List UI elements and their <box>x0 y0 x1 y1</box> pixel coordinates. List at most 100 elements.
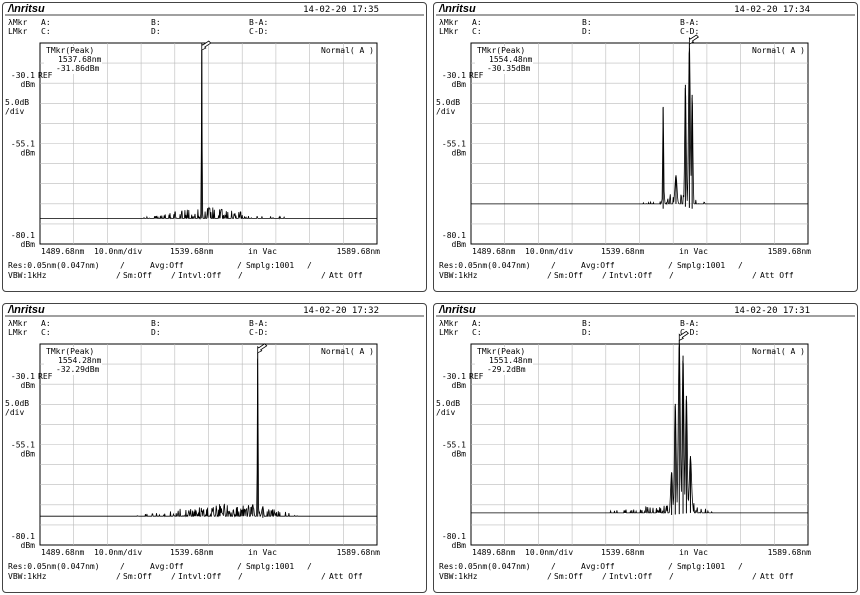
osa-screen-4: /\nritsu 14-02-20 17:31 λMkr A: B: B-A: LMkr C:… <box>433 303 858 593</box>
x-stop: 1589.68nm <box>768 548 812 557</box>
brand-logo: /\nritsu <box>438 304 476 316</box>
separator-slash: / <box>669 271 674 280</box>
x-stop: 1589.68nm <box>337 247 381 256</box>
separator-slash: / <box>752 572 757 581</box>
brand-logo: /\nritsu <box>7 304 45 316</box>
marker-mode: TMkr(Peak) <box>46 46 94 55</box>
y-scale: 5.0dB <box>5 98 29 107</box>
lambda-marker-label: λMkr <box>8 18 27 27</box>
level-marker-label: LMkr <box>439 27 458 36</box>
y-bottom-level: -80.1 <box>11 532 35 541</box>
y-ref-level: -30.1 <box>442 71 466 80</box>
y-ref-level: -30.1 <box>442 372 466 381</box>
ref-tag: REF <box>38 372 53 381</box>
smoothing-setting: Sm:Off <box>123 271 152 280</box>
marker-readout-bg <box>475 347 533 375</box>
x-start: 1489.68nm <box>472 548 516 557</box>
y-scale: 5.0dB <box>436 98 460 107</box>
marker-readout-bg <box>475 46 533 74</box>
x-medium: in Vac <box>248 247 277 256</box>
sampling-setting: Smplg:1001 <box>677 261 725 270</box>
marker-level: -32.29dBm <box>56 365 100 374</box>
lambda-marker-label: λMkr <box>439 319 458 328</box>
x-start: 1489.68nm <box>41 247 85 256</box>
vbw-setting: VBW:1kHz <box>439 572 478 581</box>
marker-ba-label: B-A: <box>680 319 699 328</box>
y-scale-unit: /div <box>5 107 24 116</box>
marker-mode: TMkr(Peak) <box>477 347 525 356</box>
vbw-setting: VBW:1kHz <box>8 572 47 581</box>
marker-ba-label: B-A: <box>249 18 268 27</box>
separator-slash: / <box>171 572 176 581</box>
x-div: 10.0nm/div <box>94 548 142 557</box>
vbw-setting: VBW:1kHz <box>8 271 47 280</box>
ref-tag: REF <box>469 372 484 381</box>
vbw-setting: VBW:1kHz <box>439 271 478 280</box>
separator-slash: / <box>738 261 743 270</box>
resolution-setting: Res:0.05nm(0.047nm) <box>8 261 100 270</box>
screen-svg: /\nritsu 14-02-20 17:35 λMkr A: B: B-A: LMkr C:… <box>5 3 424 280</box>
y-mid-level: -55.1 <box>442 441 466 450</box>
marker-d-label: D: <box>151 27 161 36</box>
marker-d-label: D: <box>582 27 592 36</box>
marker-c-label: C: <box>472 328 482 337</box>
osa-screen-3: /\nritsu 14-02-20 17:32 λMkr A: B: B-A: LMkr C:… <box>2 303 427 593</box>
attenuator-setting: Att Off <box>329 572 363 581</box>
y-ref-level: -30.1 <box>11 372 35 381</box>
separator-slash: / <box>602 271 607 280</box>
screen-svg: /\nritsu 14-02-20 17:32 λMkr A: B: B-A: LMkr C:… <box>5 304 424 581</box>
y-bottom-unit: dBm <box>21 541 36 550</box>
x-stop: 1589.68nm <box>768 247 812 256</box>
separator-slash: / <box>668 261 673 270</box>
y-mid-unit: dBm <box>452 149 467 158</box>
y-mid-unit: dBm <box>21 450 36 459</box>
smoothing-setting: Sm:Off <box>123 572 152 581</box>
interval-setting: Intvl:Off <box>609 572 653 581</box>
sampling-setting: Smplg:1001 <box>246 261 294 270</box>
level-marker-label: LMkr <box>8 27 27 36</box>
x-div: 10.0nm/div <box>94 247 142 256</box>
separator-slash: / <box>547 271 552 280</box>
display-mode: Normal( A ) <box>752 347 805 356</box>
y-bottom-level: -80.1 <box>442 532 466 541</box>
x-medium: in Vac <box>248 548 277 557</box>
x-start: 1489.68nm <box>41 548 85 557</box>
marker-mode: TMkr(Peak) <box>46 347 94 356</box>
timestamp: 14-02-20 17:31 <box>734 306 810 316</box>
marker-cd-label: C-D: <box>249 27 268 36</box>
x-stop: 1589.68nm <box>337 548 381 557</box>
y-scale-unit: /div <box>436 408 455 417</box>
separator-slash: / <box>237 562 242 571</box>
x-center: 1539.68nm <box>170 548 214 557</box>
level-marker-label: LMkr <box>439 328 458 337</box>
y-bottom-level: -80.1 <box>442 231 466 240</box>
interval-setting: Intvl:Off <box>178 271 222 280</box>
peak-marker-arrow <box>678 330 689 342</box>
peak-marker-arrow <box>688 34 700 45</box>
smoothing-setting: Sm:Off <box>554 572 583 581</box>
x-medium: in Vac <box>679 247 708 256</box>
ref-tag: REF <box>469 71 484 80</box>
marker-cd-label: C-D: <box>249 328 268 337</box>
timestamp: 14-02-20 17:35 <box>303 5 379 15</box>
separator-slash: / <box>116 271 121 280</box>
y-bottom-unit: dBm <box>21 240 36 249</box>
marker-wavelength: 1554.28nm <box>58 356 102 365</box>
interval-setting: Intvl:Off <box>178 572 222 581</box>
average-setting: Avg:Off <box>581 562 615 571</box>
y-scale-unit: /div <box>5 408 24 417</box>
y-bottom-level: -80.1 <box>11 231 35 240</box>
screen-svg: /\nritsu 14-02-20 17:34 λMkr A: B: B-A: LMkr C:… <box>436 3 855 280</box>
separator-slash: / <box>752 271 757 280</box>
separator-slash: / <box>171 271 176 280</box>
separator-slash: / <box>602 572 607 581</box>
timestamp: 14-02-20 17:32 <box>303 306 379 316</box>
spectrum-trace <box>471 48 808 206</box>
marker-b-label: B: <box>582 319 592 328</box>
y-ref-unit: dBm <box>21 80 36 89</box>
resolution-setting: Res:0.05nm(0.047nm) <box>439 562 531 571</box>
brand-logo: /\nritsu <box>438 3 476 15</box>
x-div: 10.0nm/div <box>525 247 573 256</box>
separator-slash: / <box>547 572 552 581</box>
marker-level: -30.35dBm <box>487 64 531 73</box>
